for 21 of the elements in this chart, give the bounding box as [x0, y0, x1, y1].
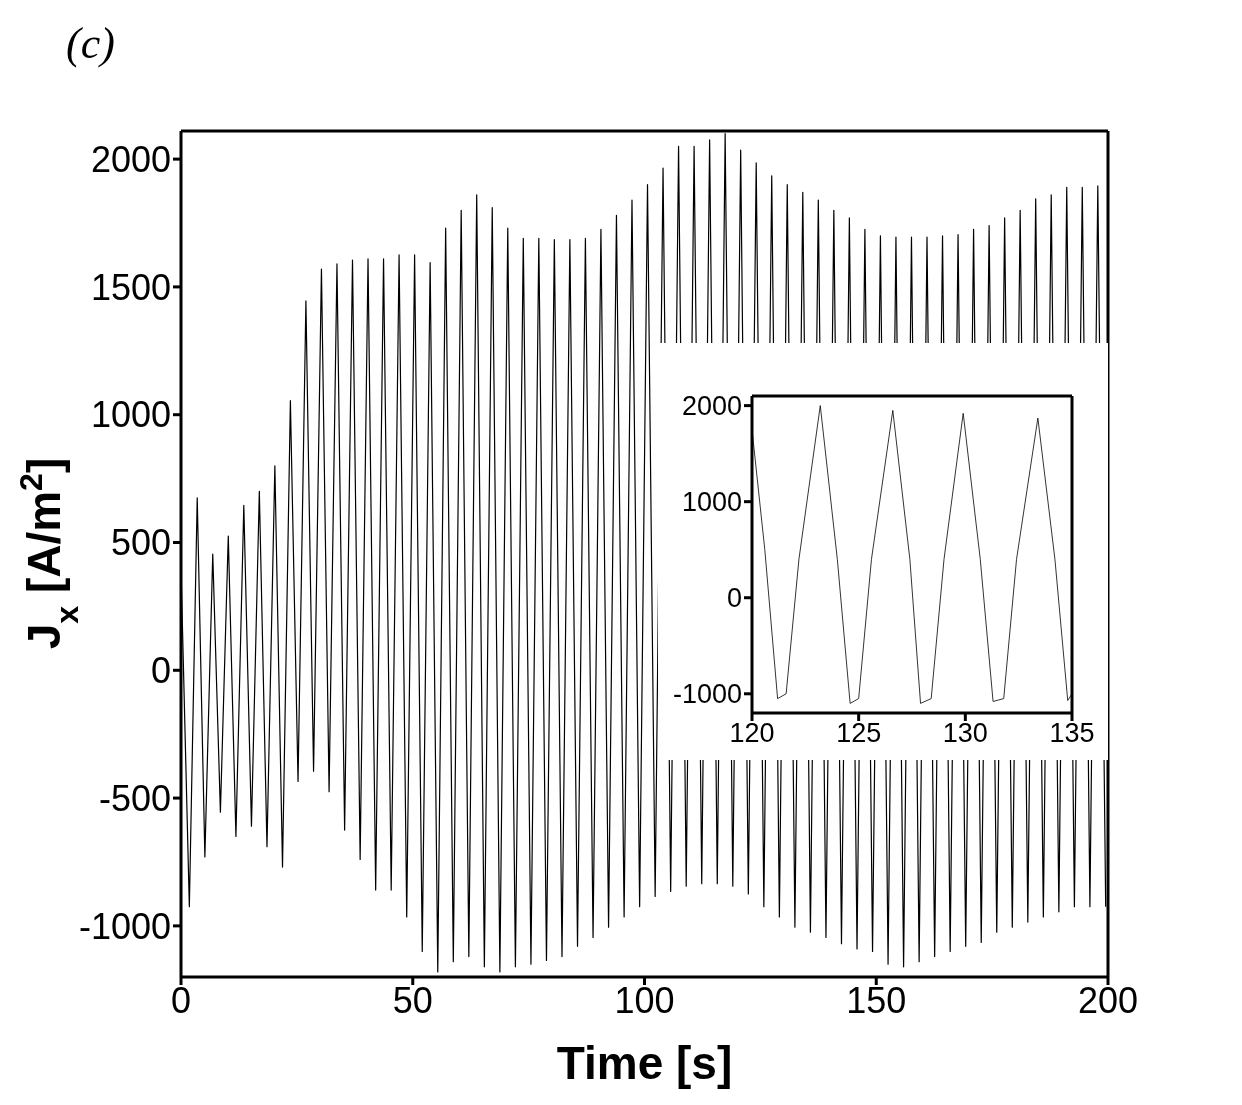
- y-tick-label: -1000: [672, 679, 742, 710]
- x-tick-label: 130: [942, 718, 988, 749]
- y-tick-label: 1000: [681, 487, 742, 518]
- x-tick-label: 120: [729, 718, 775, 749]
- x-axis-title: Time [s]: [556, 1037, 733, 1089]
- x-tick-label: 50: [392, 979, 433, 1021]
- x-tick-label: 135: [1049, 718, 1095, 749]
- y-tick-label: 500: [110, 522, 171, 564]
- y-tick-label: 2000: [90, 138, 171, 180]
- y-tick-label: 2000: [681, 391, 742, 422]
- chart-title: (c): [66, 18, 115, 69]
- x-tick-label: 125: [836, 718, 882, 749]
- y-tick-label: 0: [726, 583, 742, 614]
- y-tick-label: 0: [150, 650, 171, 692]
- x-tick-label: 200: [1077, 979, 1139, 1021]
- x-tick-label: 100: [614, 979, 675, 1021]
- x-tick-label: 150: [846, 979, 907, 1021]
- y-tick-label: -1000: [78, 905, 171, 947]
- y-tick-label: 1000: [90, 394, 171, 436]
- y-tick-label: 1500: [90, 266, 171, 308]
- y-tick-label: -500: [98, 777, 171, 819]
